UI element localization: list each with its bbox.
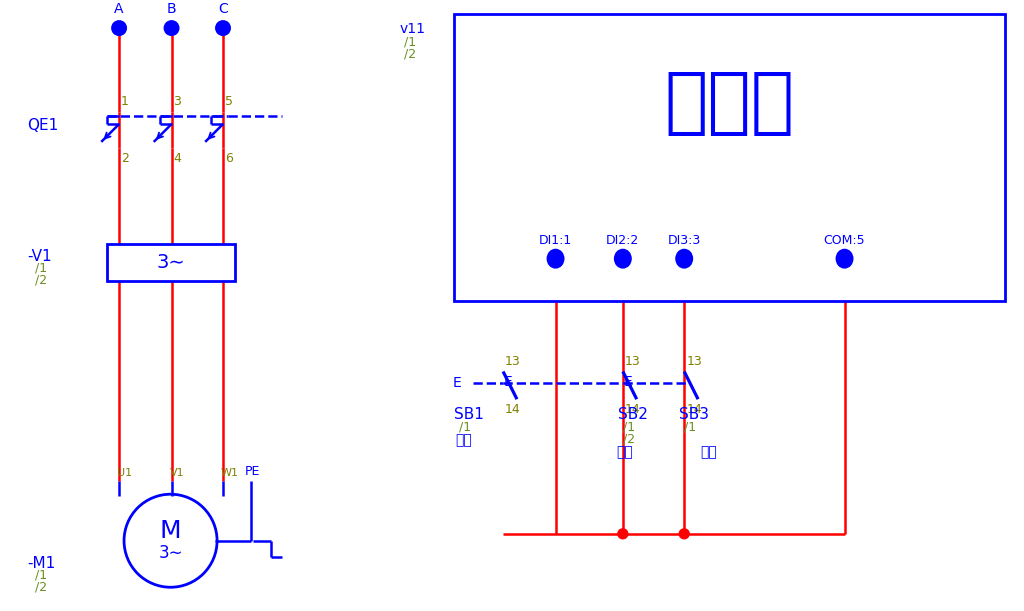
Text: A: A bbox=[115, 2, 124, 16]
Text: SB2: SB2 bbox=[617, 407, 648, 422]
Text: E: E bbox=[624, 375, 633, 389]
Ellipse shape bbox=[615, 250, 631, 268]
Text: COM:5: COM:5 bbox=[823, 234, 865, 247]
Text: W1: W1 bbox=[221, 469, 239, 478]
Text: 13: 13 bbox=[505, 354, 521, 368]
Text: E: E bbox=[504, 375, 513, 389]
Text: /2: /2 bbox=[623, 433, 635, 446]
Text: 4: 4 bbox=[173, 152, 181, 165]
Text: 14: 14 bbox=[686, 403, 701, 416]
Text: /1: /1 bbox=[404, 36, 416, 49]
Text: /1: /1 bbox=[35, 262, 47, 274]
Text: 3∼: 3∼ bbox=[159, 544, 183, 562]
Ellipse shape bbox=[676, 250, 692, 268]
Ellipse shape bbox=[837, 250, 852, 268]
Text: /2: /2 bbox=[35, 274, 47, 287]
Text: 6: 6 bbox=[225, 152, 232, 165]
Text: 3∼: 3∼ bbox=[157, 253, 185, 272]
Text: DI2:2: DI2:2 bbox=[606, 234, 639, 247]
Text: /1: /1 bbox=[459, 421, 471, 434]
Circle shape bbox=[679, 529, 689, 539]
Ellipse shape bbox=[548, 250, 563, 268]
Text: /2: /2 bbox=[404, 48, 416, 61]
Text: 13: 13 bbox=[625, 354, 641, 368]
Text: C: C bbox=[218, 2, 228, 16]
Text: 14: 14 bbox=[505, 403, 521, 416]
Ellipse shape bbox=[113, 21, 126, 35]
Bar bbox=[454, 14, 1005, 301]
Text: U1: U1 bbox=[117, 469, 132, 478]
Text: E: E bbox=[453, 376, 462, 390]
Text: B: B bbox=[167, 2, 176, 16]
Text: 变频器: 变频器 bbox=[665, 69, 795, 138]
Text: /1: /1 bbox=[35, 568, 47, 582]
Text: /2: /2 bbox=[35, 580, 47, 593]
Text: 1: 1 bbox=[121, 95, 129, 108]
Text: SB1: SB1 bbox=[454, 407, 483, 422]
Text: SB3: SB3 bbox=[679, 407, 710, 422]
Text: /1: /1 bbox=[623, 421, 635, 434]
Bar bbox=[108, 244, 234, 282]
Text: 5: 5 bbox=[225, 95, 233, 108]
Text: DI3:3: DI3:3 bbox=[668, 234, 700, 247]
Text: 2: 2 bbox=[121, 152, 129, 165]
Text: V1: V1 bbox=[170, 469, 184, 478]
Text: v11: v11 bbox=[399, 22, 425, 36]
Circle shape bbox=[617, 529, 628, 539]
Text: 13: 13 bbox=[686, 354, 701, 368]
Text: -M1: -M1 bbox=[27, 555, 55, 571]
Text: DI1:1: DI1:1 bbox=[539, 234, 572, 247]
Text: 14: 14 bbox=[625, 403, 641, 416]
Text: /1: /1 bbox=[684, 421, 696, 434]
Text: 启停: 启停 bbox=[456, 433, 472, 447]
Text: QE1: QE1 bbox=[27, 117, 58, 133]
Text: -V1: -V1 bbox=[27, 249, 51, 264]
Text: 高速: 高速 bbox=[700, 445, 718, 459]
Text: 中速: 中速 bbox=[616, 445, 633, 459]
Ellipse shape bbox=[216, 21, 230, 35]
Text: M: M bbox=[160, 519, 181, 543]
Text: PE: PE bbox=[245, 466, 260, 478]
Text: 3: 3 bbox=[173, 95, 181, 108]
Ellipse shape bbox=[165, 21, 178, 35]
